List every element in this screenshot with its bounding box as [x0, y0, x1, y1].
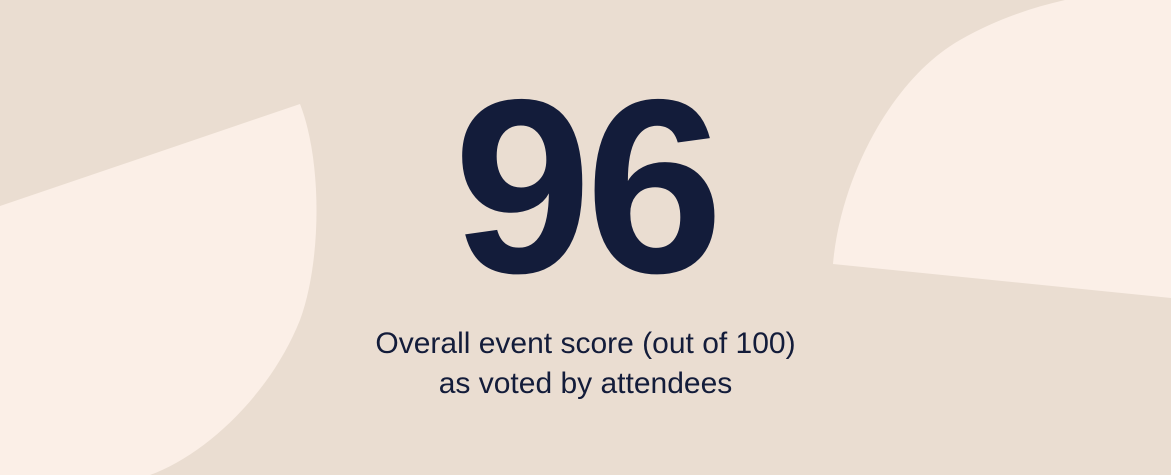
caption-line-1: Overall event score (out of 100) — [375, 327, 796, 360]
caption-line-2: as voted by attendees — [438, 367, 733, 400]
event-score-caption: Overall event score (out of 100) as vote… — [0, 324, 1171, 404]
event-score-value: 96 — [453, 47, 724, 325]
